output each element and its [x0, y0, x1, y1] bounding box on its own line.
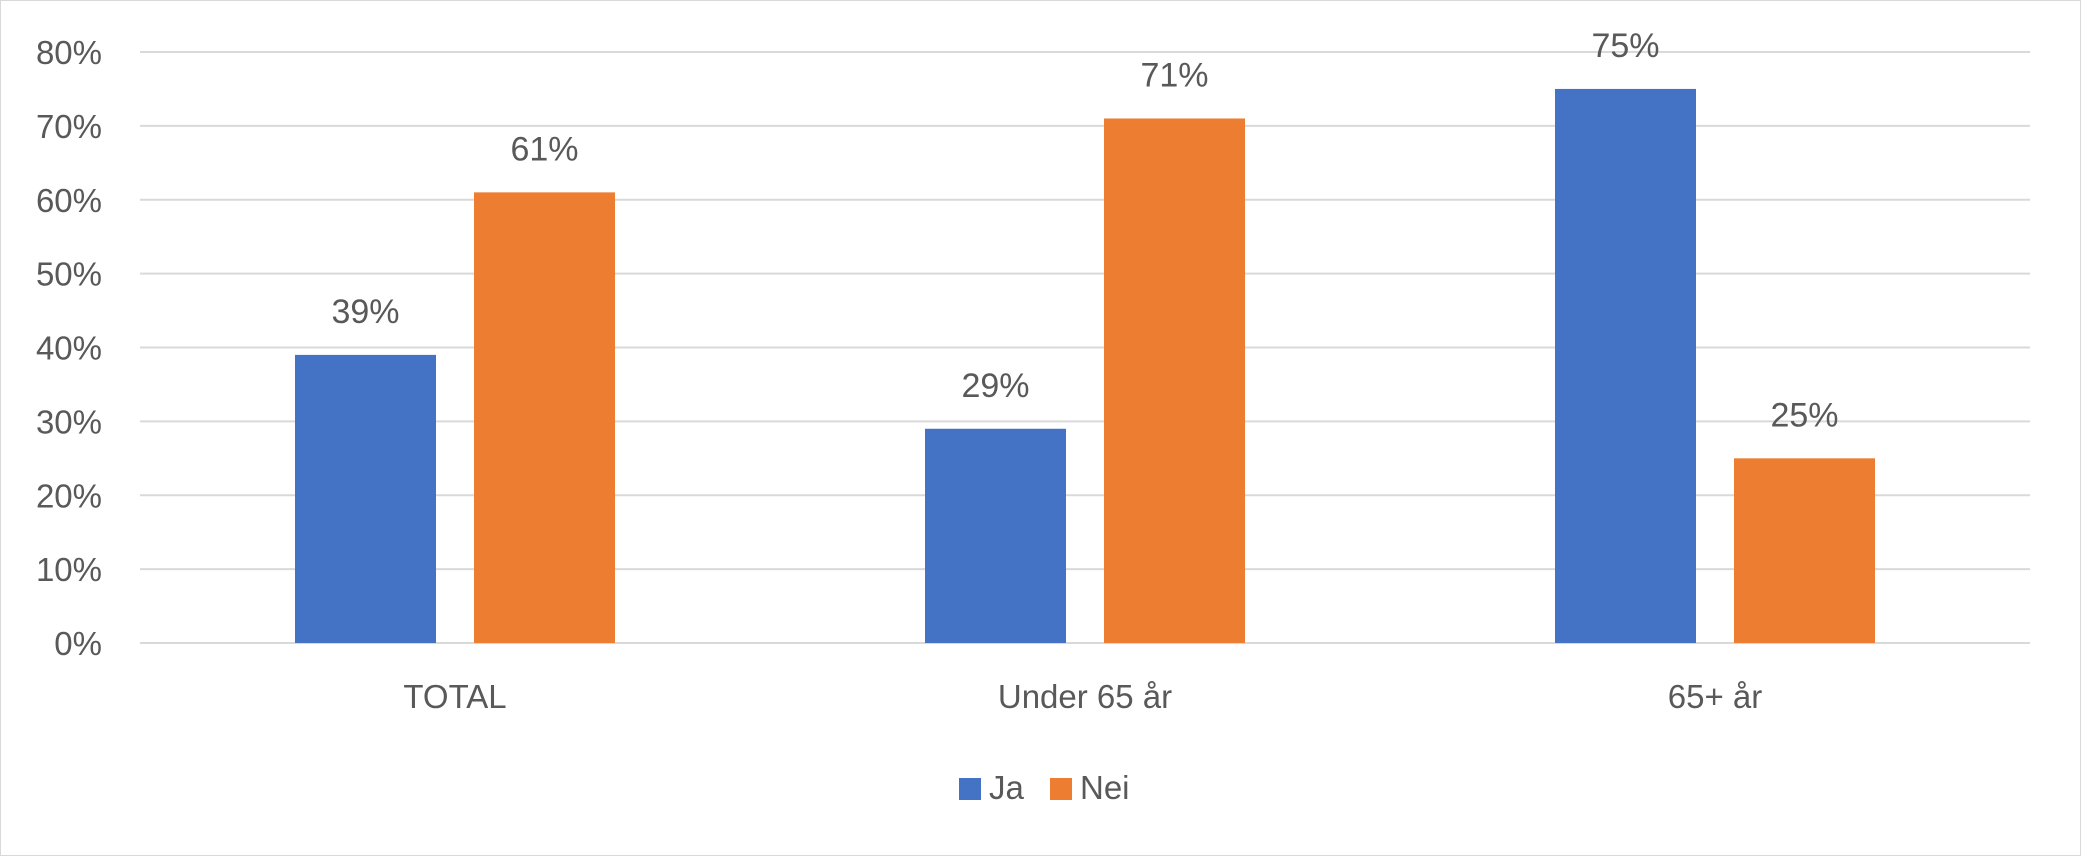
gridlines	[140, 51, 2030, 644]
x-category-label: Under 65 år	[998, 678, 1172, 715]
bar-ja-1	[925, 428, 1066, 643]
x-category-label: TOTAL	[403, 678, 506, 715]
x-category-label: 65+ år	[1668, 678, 1763, 715]
data-label: 29%	[961, 367, 1029, 405]
y-tick-label: 80%	[36, 34, 102, 71]
y-tick-label: 40%	[36, 330, 102, 367]
bars	[295, 88, 1875, 644]
x-axis-category-labels: TOTAL Under 65 år 65+ år	[403, 678, 1762, 715]
bar-nei-0	[474, 192, 615, 644]
bar-ja-2	[1555, 88, 1696, 643]
bar-nei-1	[1104, 118, 1245, 644]
data-label: 61%	[510, 130, 578, 168]
data-label: 25%	[1770, 396, 1838, 434]
legend: Ja Nei	[959, 769, 1130, 806]
bar-ja-0	[295, 354, 436, 643]
y-tick-label: 60%	[36, 182, 102, 219]
data-labels: 39% 61% 29% 71% 75% 25%	[331, 27, 1838, 434]
bar-nei-2	[1734, 458, 1875, 643]
legend-swatch-nei	[1050, 778, 1072, 800]
y-tick-label: 0%	[54, 625, 102, 662]
y-tick-label: 30%	[36, 403, 102, 440]
legend-label-nei: Nei	[1080, 769, 1130, 806]
data-label: 75%	[1591, 27, 1659, 65]
y-tick-label: 50%	[36, 256, 102, 293]
legend-swatch-ja	[959, 778, 981, 800]
data-label: 71%	[1140, 56, 1208, 94]
y-tick-label: 10%	[36, 551, 102, 588]
y-tick-label: 70%	[36, 108, 102, 145]
data-label: 39%	[331, 293, 399, 331]
y-tick-label: 20%	[36, 477, 102, 514]
y-axis-tick-labels: 0% 10% 20% 30% 40% 50% 60% 70% 80%	[36, 34, 102, 662]
legend-label-ja: Ja	[989, 769, 1025, 806]
